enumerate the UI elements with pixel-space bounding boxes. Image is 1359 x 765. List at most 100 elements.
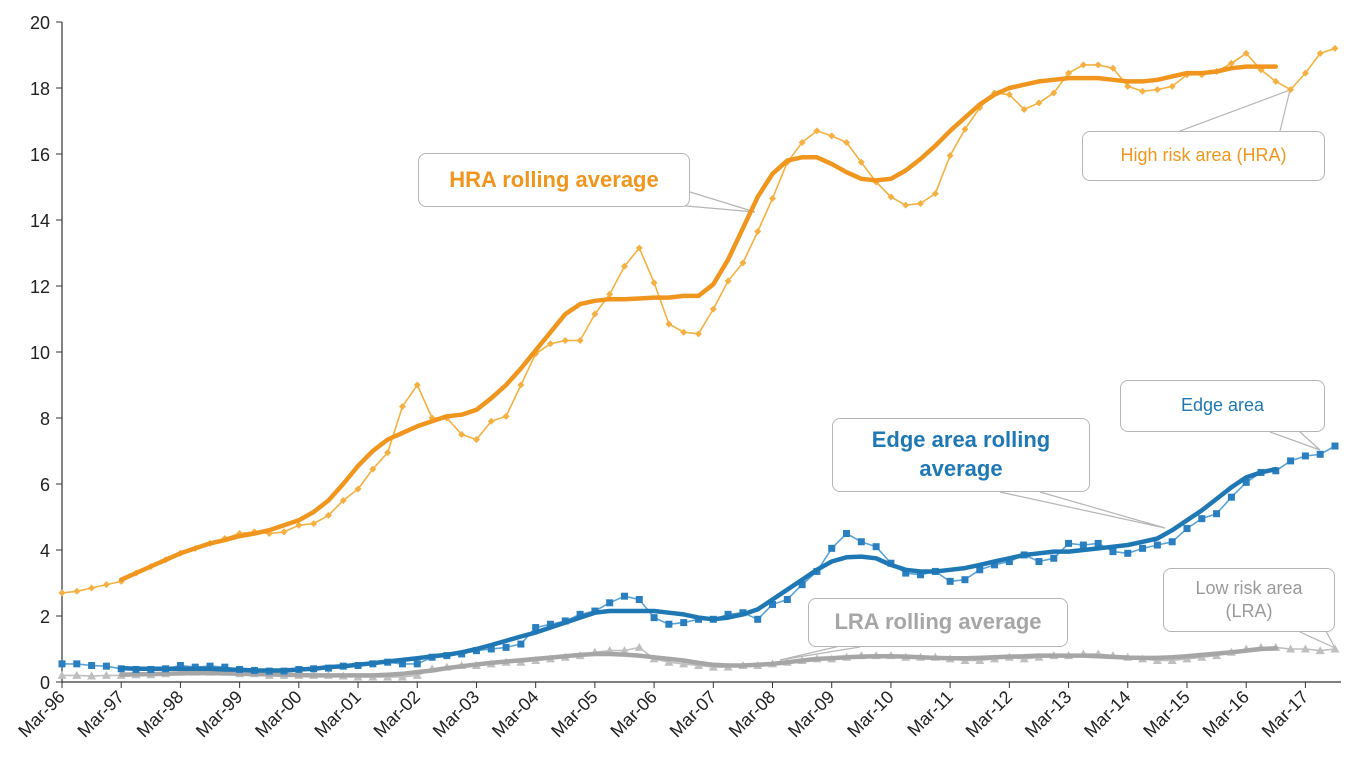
- point: [102, 581, 110, 589]
- callout: High risk area (HRA): [1082, 131, 1325, 181]
- x-tick-label: Mar-09: [784, 687, 838, 741]
- leader-line: [1179, 89, 1291, 132]
- point: [576, 610, 584, 618]
- point: [620, 592, 628, 600]
- point: [872, 543, 880, 551]
- point: [679, 659, 689, 668]
- point: [1005, 558, 1013, 566]
- leader-line: [674, 191, 756, 213]
- y-tick-label: 14: [30, 211, 50, 231]
- point: [1079, 61, 1087, 69]
- point: [102, 662, 110, 670]
- x-tick-label: Mar-96: [14, 687, 68, 741]
- point: [1213, 510, 1221, 518]
- point: [739, 259, 747, 267]
- point: [887, 193, 895, 201]
- point: [1316, 450, 1324, 458]
- point: [546, 340, 554, 348]
- x-tick-label: Mar-99: [192, 687, 246, 741]
- point: [1331, 44, 1339, 52]
- point: [517, 381, 525, 389]
- point: [709, 305, 717, 313]
- point: [58, 589, 66, 597]
- point: [1300, 644, 1310, 653]
- x-tick-label: Mar-13: [1021, 687, 1075, 741]
- point: [1109, 64, 1117, 72]
- point: [754, 228, 762, 236]
- point: [783, 596, 791, 603]
- point: [606, 290, 614, 298]
- point: [1167, 656, 1177, 665]
- point: [487, 645, 495, 653]
- point: [680, 619, 688, 627]
- point: [88, 584, 96, 592]
- point: [1050, 89, 1058, 97]
- point: [724, 277, 732, 285]
- point: [280, 528, 288, 536]
- point: [961, 576, 969, 584]
- point: [1168, 538, 1176, 546]
- point: [798, 581, 806, 589]
- y-tick-label: 0: [40, 673, 50, 693]
- plot: 0 2 4 6 8 10 12 14 16 18 20 Mar-96 Mar-97 Mar-98 Mar-9…: [14, 13, 1341, 741]
- point: [1094, 61, 1102, 69]
- point: [754, 615, 762, 623]
- x-tick-label: Mar-03: [429, 687, 483, 741]
- point: [680, 328, 688, 336]
- point: [1153, 86, 1161, 94]
- point: [87, 671, 97, 680]
- point: [931, 190, 939, 198]
- point: [857, 158, 865, 166]
- y-tick-label: 2: [40, 607, 50, 627]
- point: [339, 497, 347, 504]
- point: [1227, 493, 1235, 501]
- point: [1183, 525, 1191, 533]
- point: [635, 596, 643, 603]
- point: [650, 614, 658, 622]
- point: [57, 670, 67, 679]
- x-tick-label: Mar-14: [1080, 687, 1134, 741]
- point: [398, 402, 406, 410]
- point: [561, 336, 569, 344]
- point: [1065, 69, 1073, 77]
- point: [1050, 554, 1058, 562]
- point: [1286, 644, 1296, 653]
- point: [724, 610, 732, 618]
- point: [1331, 442, 1339, 450]
- point: [619, 646, 629, 655]
- point: [665, 620, 673, 628]
- point: [976, 566, 984, 574]
- point: [1020, 105, 1028, 113]
- point: [1301, 69, 1309, 77]
- point: [635, 244, 643, 252]
- point: [295, 521, 303, 529]
- point: [1301, 452, 1309, 460]
- point: [384, 449, 392, 457]
- rolling-line: [118, 64, 1279, 582]
- point: [843, 530, 851, 537]
- point: [634, 642, 644, 651]
- point: [369, 465, 377, 473]
- y-tick-label: 4: [40, 541, 50, 561]
- point: [1035, 558, 1043, 566]
- point: [828, 132, 836, 140]
- point: [88, 662, 96, 669]
- callout: Low risk area (LRA): [1163, 568, 1335, 632]
- point: [576, 336, 584, 344]
- point: [1316, 49, 1324, 57]
- y-tick-label: 20: [30, 13, 50, 33]
- x-tick-label: Mar-01: [310, 687, 364, 741]
- x-tick-label: Mar-08: [725, 687, 779, 741]
- point: [902, 201, 910, 209]
- point: [591, 310, 599, 318]
- point: [73, 587, 81, 595]
- point: [532, 624, 540, 632]
- x-tick-label: Mar-07: [666, 687, 720, 741]
- point: [1079, 541, 1087, 549]
- point: [487, 417, 495, 425]
- point: [769, 195, 777, 203]
- point: [502, 412, 510, 420]
- callout: Edge area rolling average: [832, 418, 1090, 492]
- x-tick-label: Mar-97: [74, 687, 128, 741]
